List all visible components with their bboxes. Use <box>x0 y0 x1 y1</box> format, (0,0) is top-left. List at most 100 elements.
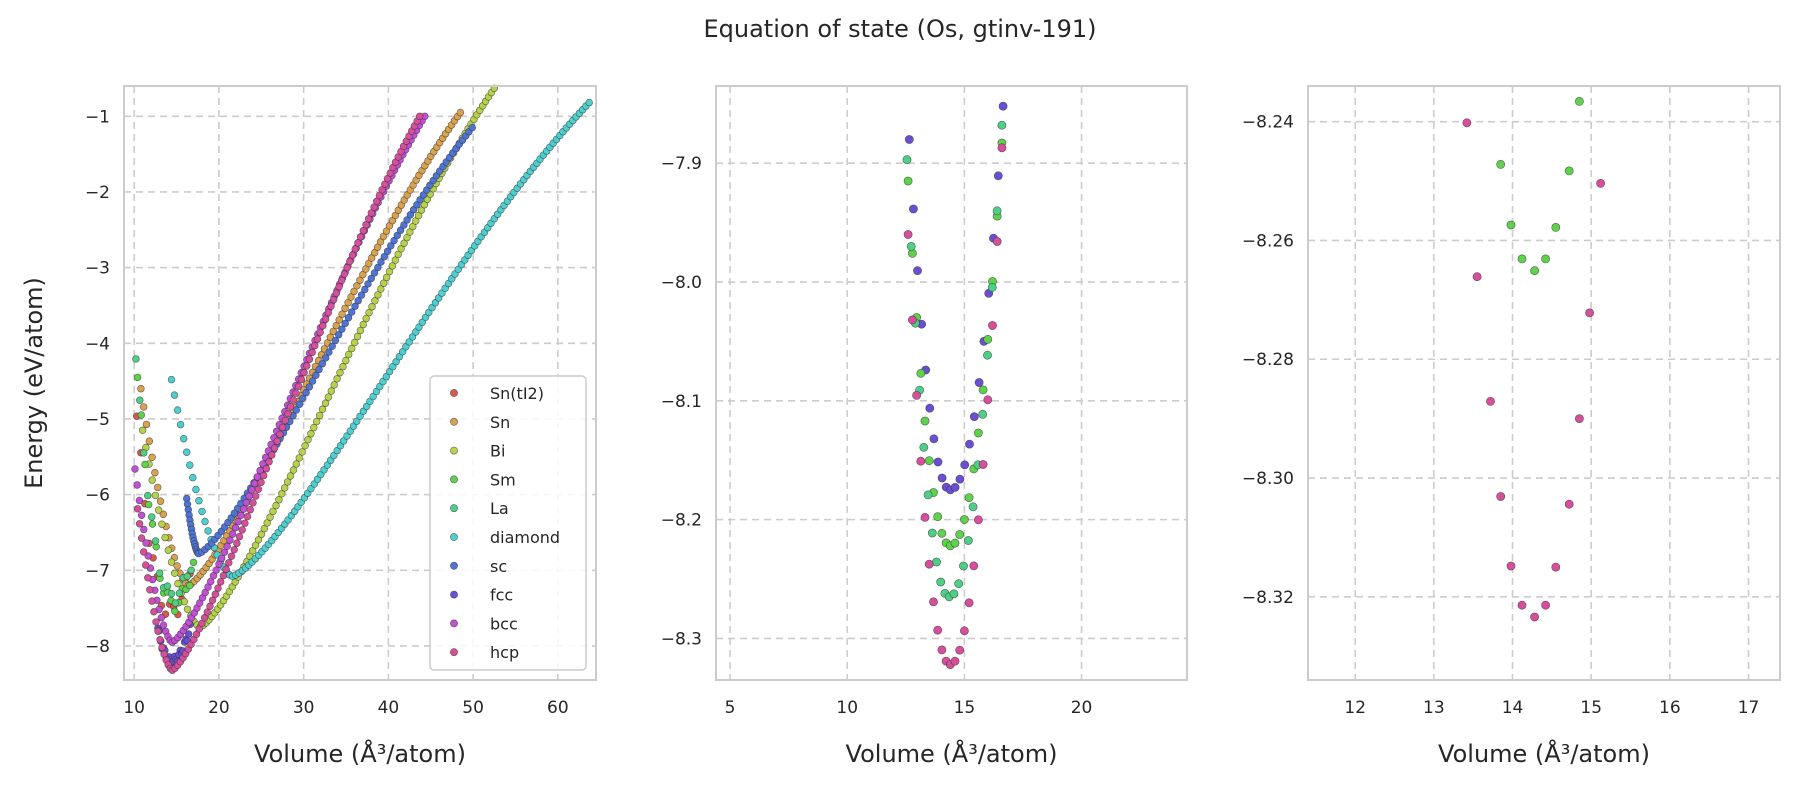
point-hcp <box>295 382 303 390</box>
point-sn <box>148 453 156 461</box>
point-hcp <box>249 499 257 507</box>
x-axis-label: Volume (Å³/atom) <box>1438 739 1650 768</box>
point-sc <box>292 406 300 414</box>
point-fcc <box>937 473 947 483</box>
point-sc <box>351 302 359 310</box>
point-sc <box>322 354 330 362</box>
point-la <box>187 566 195 574</box>
point-hcp <box>1486 396 1495 406</box>
point-diamond <box>186 461 194 469</box>
y-tick-label: −8.2 <box>661 511 702 531</box>
point-hcp <box>219 571 228 580</box>
point-fcc <box>185 630 193 638</box>
point-hcp <box>305 355 314 363</box>
point-fcc <box>998 101 1008 111</box>
point-sc <box>387 242 395 250</box>
point-hcp <box>217 578 225 586</box>
point-la <box>163 582 172 590</box>
point-fcc <box>929 434 939 444</box>
point-bi <box>350 338 359 347</box>
point-sc <box>468 123 476 132</box>
point-hcp <box>241 519 249 527</box>
point-la <box>927 528 937 538</box>
point-sm <box>920 416 930 426</box>
point-bi <box>356 326 365 335</box>
point-bi <box>281 484 289 492</box>
legend: Sn(tI2) Sn Bi Sm La diamond sc fcc bcc hcp <box>429 375 587 671</box>
point-la <box>919 442 929 452</box>
legend-label: Sn(tI2) <box>490 384 544 403</box>
point-bi <box>321 399 330 407</box>
point-hcp <box>321 315 330 323</box>
x-tick-label: 15 <box>954 698 976 718</box>
point-diamond <box>183 448 191 456</box>
point-la <box>148 513 156 521</box>
point-hcp <box>225 559 233 567</box>
point-bi <box>307 430 315 438</box>
point-sm <box>1551 222 1561 232</box>
point-sc <box>377 258 385 266</box>
y-tick-label: −8 <box>85 637 110 657</box>
point-hcp <box>348 251 357 259</box>
point-la <box>132 355 140 363</box>
point-bi <box>359 320 367 329</box>
point-hcp <box>974 515 983 525</box>
x-tick-label: 50 <box>462 698 484 718</box>
x-tick-label: 20 <box>1071 698 1093 718</box>
point-sc <box>335 331 343 339</box>
point-sc <box>396 226 405 234</box>
point-bi <box>315 411 324 420</box>
point-fcc <box>969 412 979 421</box>
point-hcp <box>933 625 943 635</box>
point-hcp <box>230 546 238 554</box>
y-tick-label: −7.9 <box>661 154 702 174</box>
point-hcp <box>356 233 365 241</box>
point-sn <box>159 510 168 518</box>
point-sc <box>305 383 314 391</box>
point-hcp <box>260 471 268 480</box>
point-bcc <box>159 621 168 629</box>
plots-container: 10 20 30 40 50 60 −8 −7 −6 −5 −4 −3 −2 −1 Volume (Å³/a… <box>20 84 1781 768</box>
point-bi <box>138 426 147 434</box>
point-hcp <box>276 430 284 438</box>
point-hcp <box>137 534 146 542</box>
x-tick-label: 16 <box>1659 698 1681 718</box>
point-bcc <box>237 511 245 519</box>
point-bi <box>348 344 356 353</box>
x-axis-label: Volume (Å³/atom) <box>846 739 1058 768</box>
points-middle <box>902 101 1008 669</box>
point-sm <box>1506 220 1516 230</box>
point-sm <box>960 515 969 524</box>
point-diamond <box>195 497 203 505</box>
legend-marker <box>450 475 458 484</box>
point-sm <box>964 493 974 502</box>
points-left <box>131 84 593 674</box>
y-tick-label: −8.1 <box>661 392 702 412</box>
point-la <box>983 350 992 360</box>
x-tick-label: 40 <box>378 698 400 718</box>
point-la <box>151 537 160 545</box>
point-sn <box>156 497 165 505</box>
point-hcp <box>1462 118 1472 128</box>
point-hcp <box>955 645 965 655</box>
point-sn <box>173 562 181 570</box>
point-hcp <box>1506 561 1516 571</box>
point-sn <box>329 327 337 336</box>
point-bcc <box>135 496 144 505</box>
point-fcc <box>955 474 965 484</box>
point-sm <box>950 538 960 548</box>
point-bi <box>362 314 370 323</box>
point-sn <box>142 420 151 429</box>
point-bi <box>388 262 397 270</box>
x-tick-label: 60 <box>547 698 569 718</box>
point-hcp <box>937 645 947 655</box>
point-diamond <box>192 485 200 494</box>
point-sc <box>383 247 392 256</box>
point-sc <box>364 280 372 288</box>
point-bcc <box>248 486 256 494</box>
point-sm <box>1496 159 1506 169</box>
point-bi <box>374 291 382 299</box>
point-bi <box>286 472 295 480</box>
point-la <box>932 557 941 567</box>
point-hcp <box>252 492 260 500</box>
